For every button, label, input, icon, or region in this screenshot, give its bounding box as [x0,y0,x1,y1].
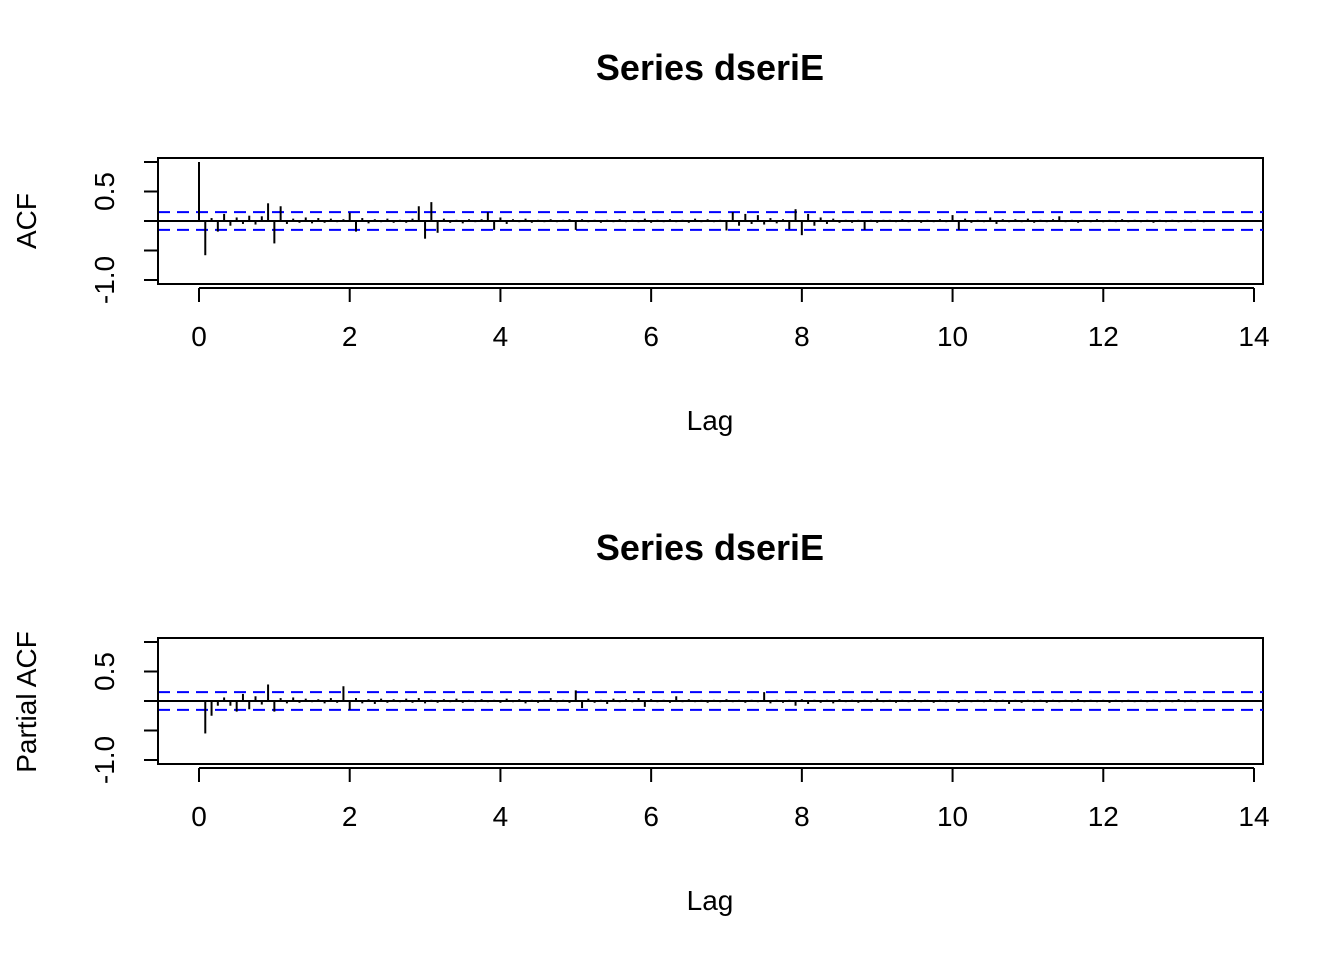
pacf-x-tick-label: 4 [493,801,509,832]
pacf-confidence-bands [158,691,1263,711]
pacf-x-tick-label: 14 [1238,801,1269,832]
pacf-ylabel: Partial ACF [11,631,42,773]
pacf-x-tick-label: 10 [937,801,968,832]
acf-x-tick-label: 6 [643,321,659,352]
pacf-title: Series dseriE [596,527,824,568]
acf-x-tick-label: 14 [1238,321,1269,352]
acf-y-tick-label: 0.5 [89,172,120,211]
acf-x-tick-label: 4 [493,321,509,352]
pacf-x-tick-label: 2 [342,801,358,832]
pacf-xlabel: Lag [687,885,734,916]
acf-y-tick-label: -1.0 [89,256,120,304]
pacf-x-tick-label: 12 [1088,801,1119,832]
acf-title: Series dseriE [596,47,824,88]
pacf-y-axis: -1.0 0.5 [89,641,159,784]
acf-y-axis: -1.0 0.5 [89,161,159,304]
acf-x-tick-label: 0 [191,321,207,352]
pacf-x-axis: 0 2 4 6 8 10 12 14 [191,767,1270,832]
pacf-y-tick-label: -1.0 [89,736,120,784]
pacf-y-tick-label: 0.5 [89,652,120,691]
pacf-x-tick-label: 6 [643,801,659,832]
pacf-bars [204,684,1205,734]
acf-xlabel: Lag [687,405,734,436]
acf-confidence-bands [158,211,1263,231]
acf-x-axis: 0 2 4 6 8 10 12 14 [191,287,1270,352]
pacf-panel: Series dseriE 0 2 4 6 8 10 12 14 -1.0 0.5 Lag Pa… [11,527,1270,916]
acf-x-tick-label: 10 [937,321,968,352]
acf-panel: Series dseriE 0 2 4 6 8 10 12 14 -1.0 0.5 Lag AC… [11,47,1270,436]
pacf-x-tick-label: 8 [794,801,810,832]
acf-x-tick-label: 12 [1088,321,1119,352]
pacf-x-tick-label: 0 [191,801,207,832]
acf-bars [198,162,1205,256]
acf-x-tick-label: 8 [794,321,810,352]
acf-x-tick-label: 2 [342,321,358,352]
acf-ylabel: ACF [11,193,42,249]
